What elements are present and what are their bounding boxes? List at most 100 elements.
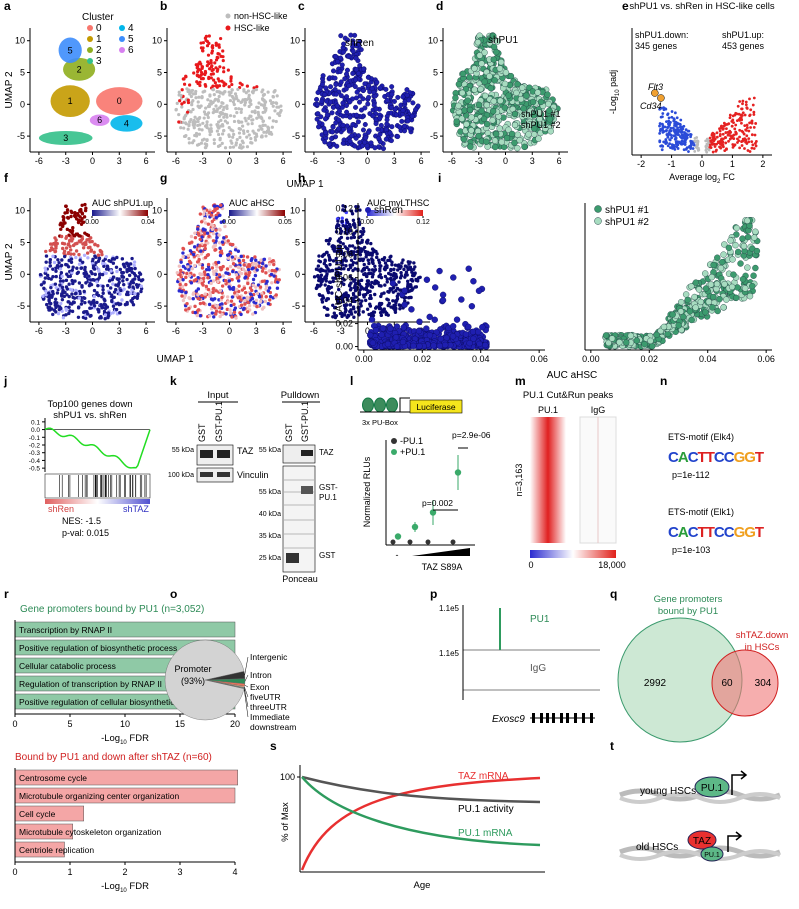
cell-dot	[193, 264, 196, 267]
cell-dot	[76, 213, 79, 216]
cell-dot	[353, 105, 358, 110]
cell-dot	[316, 274, 319, 277]
gene-dot	[692, 147, 695, 150]
cell-dot	[247, 96, 250, 99]
cell-dot	[726, 245, 732, 251]
cell-dot	[369, 304, 372, 307]
cell-dot	[220, 296, 223, 299]
cell-dot	[64, 205, 67, 208]
cell-dot	[214, 228, 217, 231]
cell-dot	[206, 60, 209, 63]
cell-dot	[232, 286, 235, 289]
gene-dot	[742, 111, 745, 114]
cell-dot	[370, 257, 373, 260]
cell-dot	[204, 292, 207, 295]
cell-dot	[77, 253, 80, 256]
cell-dot	[69, 248, 72, 251]
cell-dot	[370, 86, 375, 91]
cell-dot	[181, 255, 184, 258]
cell-dot	[357, 100, 362, 105]
cell-dot	[323, 283, 326, 286]
cell-dot	[188, 274, 191, 277]
cell-dot	[218, 228, 221, 231]
cell-dot	[364, 293, 367, 296]
gene-dot	[663, 108, 666, 111]
cell-dot	[178, 264, 181, 267]
cell-dot	[219, 266, 222, 269]
cell-dot	[86, 256, 89, 259]
cell-dot	[46, 274, 49, 277]
cell-dot	[196, 124, 199, 127]
cell-dot	[79, 267, 82, 270]
cell-dot	[603, 332, 609, 338]
cell-dot	[224, 312, 227, 315]
cell-dot	[314, 97, 319, 102]
cell-dot	[242, 259, 245, 262]
cell-dot	[245, 91, 248, 94]
cell-dot	[521, 144, 527, 150]
x-tick-label: -3	[199, 156, 207, 166]
cell-dot	[80, 239, 83, 242]
cell-dot	[257, 265, 260, 268]
cell-dot	[238, 136, 241, 139]
cell-dot	[216, 305, 219, 308]
cell-dot	[203, 270, 206, 273]
cell-dot	[208, 105, 211, 108]
cell-dot	[358, 241, 361, 244]
cell-dot	[492, 144, 498, 150]
cell-dot	[325, 299, 328, 302]
cell-dot	[460, 71, 466, 77]
cell-dot	[92, 278, 95, 281]
cell-dot	[245, 136, 248, 139]
cell-dot	[178, 99, 181, 102]
gene-dot	[745, 103, 748, 106]
gene-dot	[732, 121, 735, 124]
cell-dot	[379, 307, 382, 310]
cell-dot	[219, 289, 222, 292]
cell-dot	[67, 242, 70, 245]
cell-dot	[190, 281, 193, 284]
x-tick-label: -1	[668, 159, 676, 169]
cell-dot	[335, 103, 340, 108]
cell-dot	[126, 262, 129, 265]
cell-dot	[59, 307, 62, 310]
cell-dot	[135, 283, 138, 286]
gene-dot	[727, 134, 730, 137]
cell-dot	[321, 269, 324, 272]
cell-dot	[131, 285, 134, 288]
gene-dot	[722, 127, 725, 130]
cell-dot	[92, 264, 95, 267]
cell-dot	[188, 141, 191, 144]
cell-dot	[317, 120, 322, 125]
gene-dot	[746, 124, 749, 127]
cell-dot	[352, 307, 355, 310]
cell-dot	[230, 88, 233, 91]
cell-dot	[118, 311, 121, 314]
cell-dot	[455, 103, 461, 109]
cell-dot	[174, 108, 177, 111]
cell-dot	[215, 216, 218, 219]
cell-dot	[224, 146, 227, 149]
cell-dot	[246, 130, 249, 133]
cell-dot	[214, 244, 217, 247]
cell-dot	[248, 264, 251, 267]
cell-dot	[254, 274, 257, 277]
cell-dot	[82, 246, 85, 249]
cell-dot	[197, 117, 200, 120]
cell-dot	[48, 308, 51, 311]
cell-dot	[55, 301, 58, 304]
cell-dot	[213, 297, 216, 300]
cell-dot	[331, 125, 336, 130]
cell-dot	[484, 121, 490, 127]
y-tick-label: 10	[15, 206, 25, 216]
cell-dot	[49, 242, 52, 245]
cell-dot	[209, 124, 212, 127]
cell-dot	[248, 304, 251, 307]
cell-dot	[109, 286, 112, 289]
cell-dot	[228, 285, 231, 288]
cell-dot	[475, 329, 481, 335]
gene-dot	[671, 110, 674, 113]
cell-dot	[192, 274, 195, 277]
cell-dot	[103, 317, 106, 320]
